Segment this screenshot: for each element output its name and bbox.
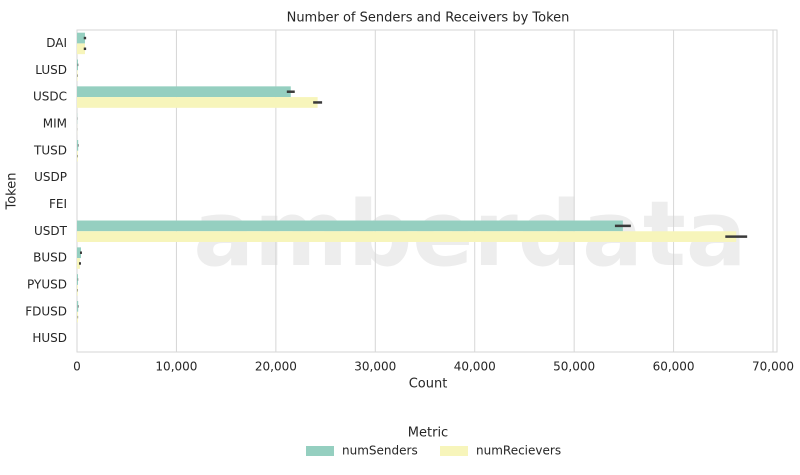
bar [77,274,78,285]
y-tick-label: BUSD [33,251,67,265]
y-tick-label: DAI [46,36,67,50]
legend-label: numRecievers [476,444,561,458]
bar [77,220,623,232]
x-tick-label: 50,000 [553,360,595,374]
bar [77,311,78,323]
x-tick-label: 20,000 [255,360,297,374]
legend-swatch [306,446,334,456]
y-tick-label: PYUSD [27,277,67,291]
bar [77,301,79,312]
bar [77,150,78,162]
bar [77,284,78,296]
bar [77,140,79,151]
y-tick-label: LUSD [35,63,67,77]
bar [77,70,78,81]
bar [77,43,85,55]
y-tick-label: USDC [33,90,67,104]
legend-swatch [440,446,468,456]
y-tick-label: TUSD [33,143,67,157]
bar [77,86,291,98]
x-tick-label: 10,000 [155,360,197,374]
x-tick-label: 0 [73,360,81,374]
y-axis-label: Token [5,173,20,211]
x-tick-label: 30,000 [354,360,396,374]
chart-title: Number of Senders and Receivers by Token [287,11,570,26]
y-tick-label: USDP [34,170,67,184]
bar [77,231,737,242]
legend-label: numSenders [342,444,418,458]
legend-title: Metric [408,426,448,441]
x-tick-label: 70,000 [752,360,794,374]
x-axis-label: Count [409,377,448,392]
y-tick-label: HUSD [32,331,67,345]
bar [77,258,80,269]
plot-frame [76,29,778,353]
bar [77,97,318,108]
y-tick-label: MIM [43,116,67,130]
bar [77,32,85,44]
bar [77,59,78,71]
x-tick-label: 60,000 [653,360,695,374]
x-tick-label: 40,000 [454,360,496,374]
y-tick-label: FEI [49,197,67,211]
y-tick-label: FDUSD [25,304,67,318]
bar [77,247,81,259]
y-tick-label: USDT [34,224,68,238]
